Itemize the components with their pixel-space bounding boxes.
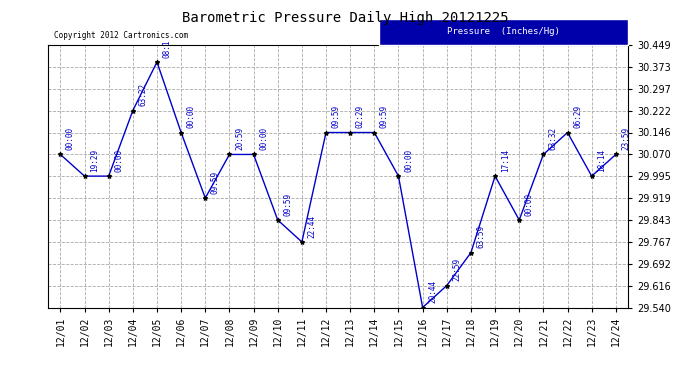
Text: 09:59: 09:59	[284, 193, 293, 216]
Point	[79, 173, 90, 179]
Text: 20:44: 20:44	[428, 280, 437, 303]
Text: 06:29: 06:29	[573, 105, 582, 128]
Point	[224, 152, 235, 157]
Point	[297, 239, 308, 245]
Text: 22:44: 22:44	[308, 214, 317, 238]
Text: 00:00: 00:00	[115, 149, 124, 172]
Text: 23:59: 23:59	[622, 127, 631, 150]
Point	[562, 129, 573, 135]
Point	[586, 173, 597, 179]
Point	[513, 217, 524, 223]
Text: 20:59: 20:59	[235, 127, 244, 150]
Point	[200, 195, 211, 201]
Text: Copyright 2012 Cartronics.com: Copyright 2012 Cartronics.com	[54, 31, 188, 40]
Text: 00:00: 00:00	[259, 127, 268, 150]
Point	[344, 129, 356, 135]
Point	[538, 152, 549, 157]
Point	[368, 129, 380, 135]
Text: 00:00: 00:00	[187, 105, 196, 128]
Text: 63:59: 63:59	[477, 225, 486, 249]
Point	[610, 152, 621, 157]
Point	[272, 217, 284, 223]
Point	[442, 282, 453, 288]
Point	[127, 108, 138, 114]
Text: 22:59: 22:59	[453, 258, 462, 281]
Text: 19:29: 19:29	[90, 149, 99, 172]
Text: 09:59: 09:59	[332, 105, 341, 128]
FancyBboxPatch shape	[379, 19, 628, 45]
Text: 08:1: 08:1	[163, 39, 172, 58]
Text: 18:14: 18:14	[598, 149, 607, 172]
Text: 17:14: 17:14	[501, 149, 510, 172]
Point	[248, 152, 259, 157]
Text: 02:29: 02:29	[356, 105, 365, 128]
Point	[55, 152, 66, 157]
Point	[490, 173, 501, 179]
Text: 00:00: 00:00	[525, 193, 534, 216]
Text: 00:00: 00:00	[66, 127, 75, 150]
Point	[393, 173, 404, 179]
Text: 09:59: 09:59	[380, 105, 389, 128]
Text: Barometric Pressure Daily High 20121225: Barometric Pressure Daily High 20121225	[181, 11, 509, 25]
Text: Pressure  (Inches/Hg): Pressure (Inches/Hg)	[447, 27, 560, 36]
Point	[175, 129, 186, 135]
Text: 63:32: 63:32	[549, 127, 558, 150]
Point	[320, 129, 331, 135]
Point	[152, 59, 163, 65]
Point	[104, 173, 115, 179]
Text: 00:00: 00:00	[404, 149, 413, 172]
Point	[465, 250, 476, 256]
Point	[417, 304, 428, 310]
Text: 09:59: 09:59	[211, 171, 220, 194]
Text: 63:22: 63:22	[139, 83, 148, 106]
